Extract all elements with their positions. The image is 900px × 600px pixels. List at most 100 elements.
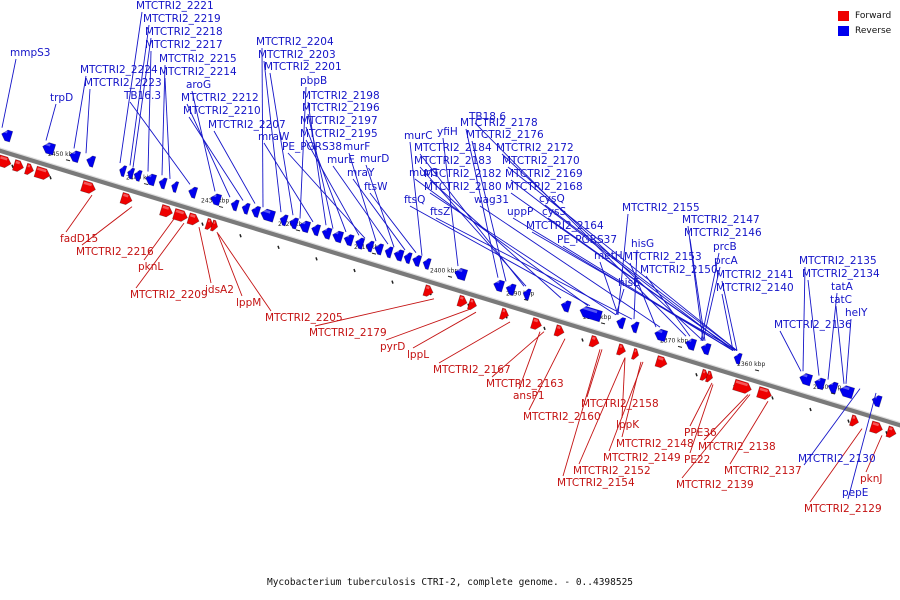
- reverse-gene-arrow[interactable]: [250, 205, 262, 219]
- reverse-gene-label[interactable]: murC: [404, 130, 433, 142]
- reverse-gene-arrow[interactable]: [504, 282, 517, 296]
- reverse-gene-label[interactable]: metH: [594, 250, 623, 262]
- reverse-gene-label[interactable]: wag31: [474, 194, 509, 206]
- forward-gene-label[interactable]: MTCTRI2_2167: [433, 364, 511, 376]
- reverse-gene-arrow[interactable]: [320, 226, 333, 240]
- reverse-gene-label[interactable]: tatA: [831, 281, 854, 293]
- forward-gene-arrow[interactable]: [756, 386, 773, 401]
- reverse-gene-label[interactable]: MTCTRI2_2172: [496, 142, 574, 154]
- reverse-gene-label[interactable]: MTCTRI2_2141: [716, 269, 794, 281]
- reverse-gene-arrow[interactable]: [342, 233, 355, 247]
- reverse-gene-arrow[interactable]: [310, 223, 322, 237]
- reverse-gene-label[interactable]: MTCTRI2_2218: [145, 26, 223, 38]
- forward-gene-arrow[interactable]: [615, 343, 627, 357]
- forward-gene-label[interactable]: ansP1: [513, 390, 545, 402]
- reverse-gene-label[interactable]: cysS: [542, 206, 566, 218]
- reverse-gene-label[interactable]: yfiH: [437, 126, 458, 138]
- forward-gene-label[interactable]: MTCTRI2_2205: [265, 312, 343, 324]
- forward-gene-label[interactable]: MTCTRI2_2160: [523, 411, 601, 423]
- reverse-gene-arrow[interactable]: [240, 202, 251, 215]
- reverse-gene-arrow[interactable]: [392, 248, 405, 262]
- reverse-gene-arrow[interactable]: [492, 279, 506, 293]
- forward-gene-label[interactable]: MTCTRI2_2129: [804, 503, 882, 515]
- reverse-gene-arrow[interactable]: [453, 267, 469, 282]
- reverse-gene-label[interactable]: trpD: [50, 92, 73, 104]
- forward-gene-label[interactable]: PE22: [684, 454, 710, 466]
- reverse-gene-arrow[interactable]: [41, 141, 57, 156]
- reverse-gene-arrow[interactable]: [278, 213, 289, 227]
- reverse-gene-label[interactable]: hisG: [631, 238, 654, 250]
- reverse-gene-label[interactable]: MTCTRI2_2164: [526, 220, 604, 232]
- reverse-gene-label[interactable]: MTCTRI2_2197: [300, 115, 378, 127]
- reverse-gene-arrow[interactable]: [521, 288, 532, 301]
- reverse-gene-label[interactable]: MTCTRI2_2146: [684, 227, 762, 239]
- reverse-gene-label[interactable]: prcB: [713, 241, 737, 253]
- forward-gene-arrow[interactable]: [498, 307, 510, 321]
- forward-gene-label[interactable]: pknJ: [860, 473, 883, 485]
- forward-gene-arrow[interactable]: [23, 162, 35, 176]
- forward-gene-arrow[interactable]: [885, 425, 898, 439]
- reverse-gene-label[interactable]: MTCTRI2_2180: [424, 181, 502, 193]
- reverse-gene-arrow[interactable]: [629, 321, 640, 334]
- forward-gene-label[interactable]: lppK: [616, 419, 640, 431]
- reverse-gene-arrow[interactable]: [559, 299, 572, 313]
- reverse-gene-label[interactable]: MTCTRI2_2136: [774, 319, 852, 331]
- reverse-gene-label[interactable]: MTCTRI2_2170: [502, 155, 580, 167]
- reverse-gene-arrow[interactable]: [331, 230, 345, 244]
- forward-gene-label[interactable]: MTCTRI2_2139: [676, 479, 754, 491]
- reverse-gene-label[interactable]: ftsZ: [430, 206, 450, 218]
- forward-gene-label[interactable]: lppM: [236, 297, 261, 309]
- reverse-gene-arrow[interactable]: [373, 242, 385, 256]
- forward-gene-label[interactable]: MTCTRI2_2209: [130, 289, 208, 301]
- reverse-gene-arrow[interactable]: [157, 177, 168, 190]
- forward-gene-label[interactable]: MTCTRI2_2216: [76, 246, 154, 258]
- forward-gene-label[interactable]: MTCTRI2_2152: [573, 465, 651, 477]
- reverse-gene-label[interactable]: tatC: [830, 294, 852, 306]
- reverse-gene-arrow[interactable]: [578, 305, 603, 323]
- reverse-gene-arrow[interactable]: [288, 216, 300, 230]
- reverse-gene-label[interactable]: MTCTRI2_2140: [716, 282, 794, 294]
- reverse-gene-label[interactable]: ftsW: [364, 181, 388, 193]
- reverse-gene-label[interactable]: pepE: [842, 487, 868, 499]
- forward-gene-arrow[interactable]: [732, 378, 753, 395]
- reverse-gene-label[interactable]: MTCTRI2_2195: [300, 128, 378, 140]
- reverse-gene-arrow[interactable]: [653, 328, 669, 343]
- reverse-gene-arrow[interactable]: [699, 342, 712, 356]
- reverse-gene-label[interactable]: mraW: [258, 131, 290, 143]
- reverse-gene-arrow[interactable]: [838, 384, 856, 400]
- forward-gene-arrow[interactable]: [530, 317, 543, 331]
- forward-gene-label[interactable]: MTCTRI2_2149: [603, 452, 681, 464]
- reverse-gene-label[interactable]: MTCTRI2_2217: [145, 39, 223, 51]
- reverse-gene-label[interactable]: MTCTRI2_2176: [466, 129, 544, 141]
- reverse-gene-label[interactable]: MTCTRI2_2169: [505, 168, 583, 180]
- forward-gene-arrow[interactable]: [654, 355, 669, 369]
- reverse-gene-arrow[interactable]: [0, 129, 14, 143]
- reverse-gene-arrow[interactable]: [144, 173, 158, 187]
- reverse-gene-arrow[interactable]: [170, 180, 180, 194]
- forward-gene-arrow[interactable]: [456, 294, 469, 308]
- reverse-gene-label[interactable]: MTCTRI2_2221: [136, 0, 214, 12]
- forward-gene-arrow[interactable]: [422, 284, 435, 298]
- reverse-gene-label[interactable]: ftsQ: [404, 194, 425, 206]
- reverse-gene-arrow[interactable]: [187, 186, 199, 199]
- forward-gene-arrow[interactable]: [630, 347, 640, 360]
- forward-gene-label[interactable]: idsA2: [205, 284, 234, 296]
- reverse-gene-label[interactable]: MTCTRI2_2219: [143, 13, 221, 25]
- reverse-gene-arrow[interactable]: [298, 219, 312, 234]
- reverse-gene-arrow[interactable]: [798, 372, 814, 387]
- reverse-gene-arrow[interactable]: [132, 169, 143, 182]
- reverse-gene-label[interactable]: MTCTRI2_2150: [640, 264, 718, 276]
- forward-gene-arrow[interactable]: [172, 207, 189, 223]
- reverse-gene-arrow[interactable]: [813, 376, 827, 391]
- forward-gene-label[interactable]: fadD15: [60, 233, 98, 245]
- reverse-gene-label[interactable]: MTCTRI2_2203: [258, 49, 336, 61]
- forward-gene-arrow[interactable]: [588, 334, 601, 348]
- reverse-gene-label[interactable]: MTCTRI2_2201: [264, 61, 342, 73]
- reverse-gene-label[interactable]: MTCTRI2_2184: [414, 142, 492, 154]
- forward-gene-label[interactable]: PPE36: [684, 427, 717, 439]
- reverse-gene-label[interactable]: mraY: [347, 167, 375, 179]
- forward-gene-arrow[interactable]: [704, 370, 714, 383]
- forward-gene-arrow[interactable]: [119, 191, 134, 206]
- forward-gene-arrow[interactable]: [869, 420, 884, 435]
- forward-gene-label[interactable]: MTCTRI2_2138: [698, 441, 776, 453]
